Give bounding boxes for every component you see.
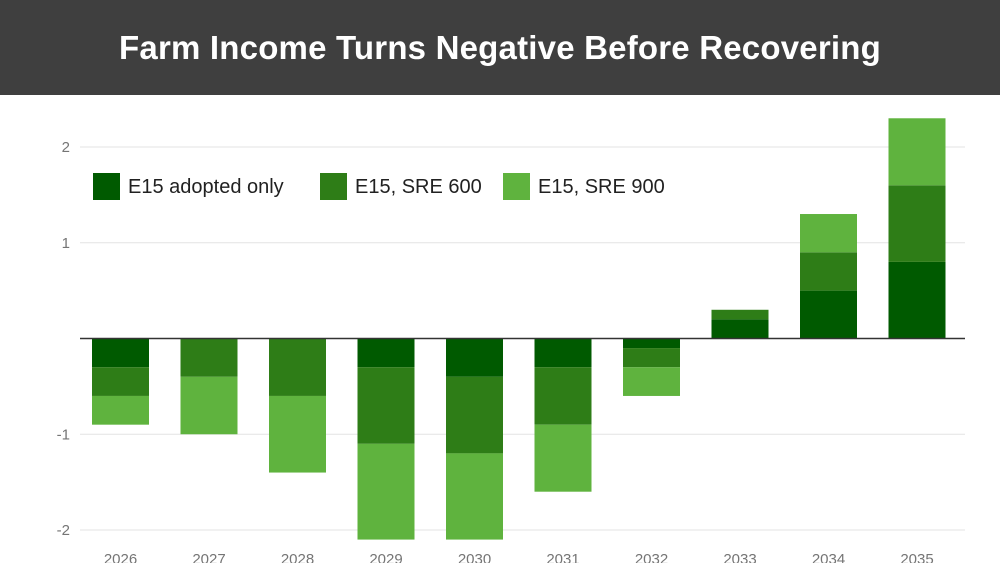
y-tick-label: 1 bbox=[62, 235, 70, 252]
bar-segment bbox=[534, 367, 592, 425]
bar-stacks bbox=[92, 118, 946, 540]
x-tick-label: 2028 bbox=[281, 551, 314, 563]
legend-swatch bbox=[93, 173, 120, 200]
legend-label: E15 adopted only bbox=[128, 176, 284, 198]
bar-segment bbox=[800, 252, 857, 291]
x-tick-label: 2029 bbox=[369, 551, 402, 563]
chart-title: Farm Income Turns Negative Before Recove… bbox=[119, 28, 881, 66]
bar-segment bbox=[888, 118, 946, 186]
title-bar: Farm Income Turns Negative Before Recove… bbox=[0, 0, 1000, 95]
bar-segment bbox=[357, 338, 415, 368]
bar-segment bbox=[180, 376, 238, 435]
y-tick-label: -1 bbox=[57, 426, 70, 443]
axes: -2 -1 1 2 2026 2027 2028 2029 2030 2031 2032 2033 20… bbox=[57, 139, 965, 563]
legend-swatch bbox=[320, 173, 347, 200]
bar-segment bbox=[800, 214, 857, 253]
x-tick-label: 2033 bbox=[723, 551, 756, 563]
bar-segment bbox=[623, 338, 680, 349]
bar-segment bbox=[269, 395, 326, 473]
bar-segment bbox=[711, 319, 769, 339]
bar-segment bbox=[623, 348, 680, 368]
legend-label: E15, SRE 600 bbox=[355, 176, 482, 198]
bar-segment bbox=[269, 338, 326, 396]
bar-segment bbox=[446, 338, 503, 377]
bar-segment bbox=[92, 395, 149, 425]
bar-segment bbox=[711, 309, 769, 320]
bar-segment bbox=[357, 443, 415, 540]
x-tick-label: 2027 bbox=[192, 551, 225, 563]
legend-label: E15, SRE 900 bbox=[538, 176, 665, 198]
bar-segment bbox=[800, 290, 857, 339]
x-tick-label: 2032 bbox=[635, 551, 668, 563]
legend-swatch bbox=[503, 173, 530, 200]
bar-segment bbox=[92, 367, 149, 396]
bar-segment bbox=[534, 338, 592, 368]
x-tick-label: 2035 bbox=[900, 551, 933, 563]
x-tick-label: 2030 bbox=[458, 551, 491, 563]
bar-segment bbox=[180, 338, 238, 377]
y-tick-label: 2 bbox=[62, 139, 70, 156]
bar-segment bbox=[623, 367, 680, 396]
x-tick-label: 2031 bbox=[546, 551, 579, 563]
bar-segment bbox=[446, 453, 503, 540]
x-tick-label: 2026 bbox=[104, 551, 137, 563]
bar-segment bbox=[446, 376, 503, 454]
bar-segment bbox=[357, 367, 415, 444]
bar-segment bbox=[534, 424, 592, 492]
y-tick-label: -2 bbox=[57, 522, 70, 539]
x-tick-label: 2034 bbox=[812, 551, 845, 563]
bar-segment bbox=[92, 338, 149, 368]
bar-segment bbox=[888, 185, 946, 262]
legend: E15 adopted only E15, SRE 600 E15, SRE 900 bbox=[93, 173, 665, 200]
bar-segment bbox=[888, 261, 946, 339]
